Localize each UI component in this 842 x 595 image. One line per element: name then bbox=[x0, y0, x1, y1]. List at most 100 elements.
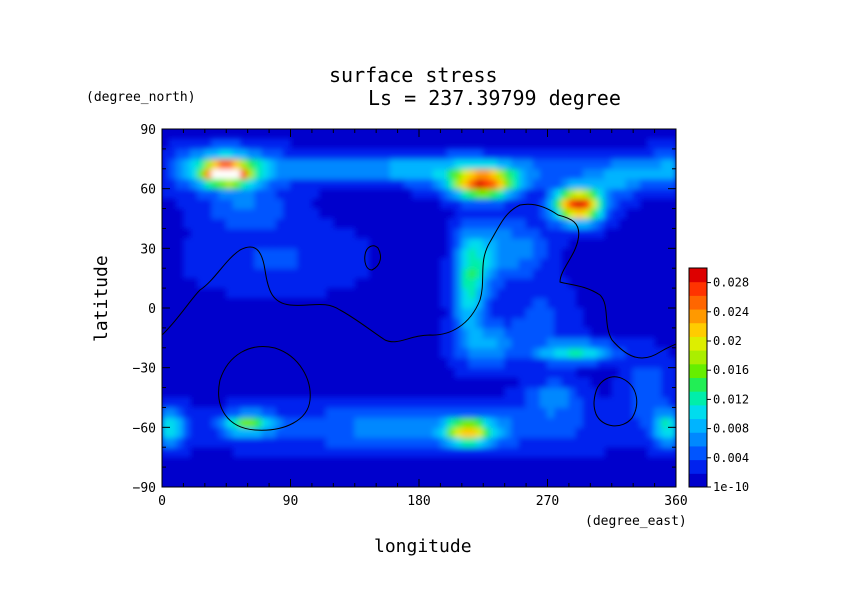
field-cell bbox=[461, 168, 470, 180]
field-cell bbox=[268, 446, 277, 458]
colorbar-swatch bbox=[689, 309, 707, 324]
field-cell bbox=[354, 406, 363, 418]
field-cell bbox=[232, 138, 242, 150]
field-cell bbox=[232, 436, 242, 448]
field-cell bbox=[361, 148, 370, 160]
field-cell bbox=[175, 138, 184, 150]
field-cell bbox=[211, 158, 220, 170]
field-cell bbox=[575, 327, 584, 339]
field-cell bbox=[311, 218, 320, 229]
field-cell bbox=[554, 168, 563, 180]
field-cell bbox=[668, 148, 676, 160]
field-cell bbox=[518, 446, 527, 458]
field-cell bbox=[582, 446, 591, 458]
field-cell bbox=[304, 227, 313, 239]
field-cell bbox=[646, 138, 656, 150]
field-cell bbox=[575, 218, 584, 229]
field-cell bbox=[661, 377, 670, 389]
field-cell bbox=[425, 406, 434, 418]
field-cell bbox=[475, 297, 484, 309]
field-cell bbox=[547, 317, 556, 329]
field-cell bbox=[432, 446, 441, 458]
field-cell bbox=[618, 416, 627, 428]
field-cell bbox=[504, 387, 513, 398]
colorbar-swatch bbox=[689, 363, 707, 378]
field-cell bbox=[604, 347, 613, 359]
field-cell bbox=[668, 357, 676, 369]
x-tick-label: 360 bbox=[664, 494, 687, 509]
colorbar-swatch bbox=[689, 432, 707, 447]
field-cell bbox=[218, 158, 227, 170]
field-cell bbox=[518, 317, 527, 329]
field-cell bbox=[646, 158, 656, 170]
field-cell bbox=[254, 237, 263, 249]
field-cell bbox=[654, 416, 663, 428]
field-cell bbox=[162, 158, 170, 170]
field-cell bbox=[339, 426, 349, 438]
field-cell bbox=[254, 188, 263, 200]
field-cell bbox=[632, 148, 641, 160]
field-cell bbox=[582, 347, 591, 359]
field-cell bbox=[561, 287, 570, 299]
field-cell bbox=[468, 208, 477, 219]
field-cell bbox=[211, 198, 220, 210]
field-cell bbox=[439, 188, 449, 200]
field-cell bbox=[197, 178, 206, 190]
field-cell bbox=[547, 406, 556, 418]
field-cell bbox=[439, 416, 449, 428]
field-cell bbox=[518, 357, 527, 369]
field-cell bbox=[339, 158, 349, 170]
field-cell bbox=[475, 347, 484, 359]
field-cell bbox=[447, 277, 456, 289]
field-cell bbox=[218, 168, 227, 180]
field-cell bbox=[668, 188, 676, 200]
field-cell bbox=[447, 307, 456, 319]
field-cell bbox=[261, 416, 270, 428]
field-cell bbox=[568, 357, 577, 369]
field-cell bbox=[646, 188, 656, 200]
field-cell bbox=[218, 148, 227, 160]
field-cell bbox=[525, 267, 534, 279]
field-cell bbox=[468, 397, 477, 408]
field-cell bbox=[575, 426, 584, 438]
field-cell bbox=[596, 208, 606, 219]
field-cell bbox=[454, 188, 463, 200]
field-cell bbox=[375, 158, 384, 170]
field-cell bbox=[497, 337, 506, 349]
field-cell bbox=[596, 198, 606, 210]
field-cell bbox=[240, 188, 249, 200]
field-cell bbox=[418, 397, 427, 408]
field-cell bbox=[539, 208, 548, 219]
field-cell bbox=[297, 178, 306, 190]
field-cell bbox=[282, 158, 291, 170]
field-cell bbox=[361, 416, 370, 428]
field-cell bbox=[318, 168, 327, 180]
field-cell bbox=[382, 158, 391, 170]
field-cell bbox=[661, 138, 670, 150]
field-cell bbox=[304, 267, 313, 279]
field-cell bbox=[190, 208, 199, 219]
y-tick-label: −60 bbox=[133, 421, 156, 436]
field-cell bbox=[275, 168, 284, 180]
field-cell bbox=[318, 218, 327, 229]
field-cell bbox=[354, 267, 363, 279]
field-cell bbox=[439, 317, 449, 329]
field-cell bbox=[332, 267, 341, 279]
field-cell bbox=[461, 337, 470, 349]
field-cell bbox=[339, 277, 349, 289]
field-cell bbox=[182, 426, 192, 438]
colorbar-label: 0.024 bbox=[713, 305, 749, 319]
field-cell bbox=[554, 257, 563, 269]
field-cell bbox=[589, 337, 598, 349]
field-cell bbox=[468, 287, 477, 299]
field-cell bbox=[589, 387, 598, 398]
field-cell bbox=[539, 218, 548, 229]
field-cell bbox=[454, 218, 463, 229]
field-cell bbox=[504, 337, 513, 349]
field-cell bbox=[618, 178, 627, 190]
field-cell bbox=[190, 257, 199, 269]
field-cell bbox=[568, 227, 577, 239]
field-cell bbox=[247, 397, 256, 408]
field-cell bbox=[482, 436, 491, 448]
field-cell bbox=[347, 426, 356, 438]
